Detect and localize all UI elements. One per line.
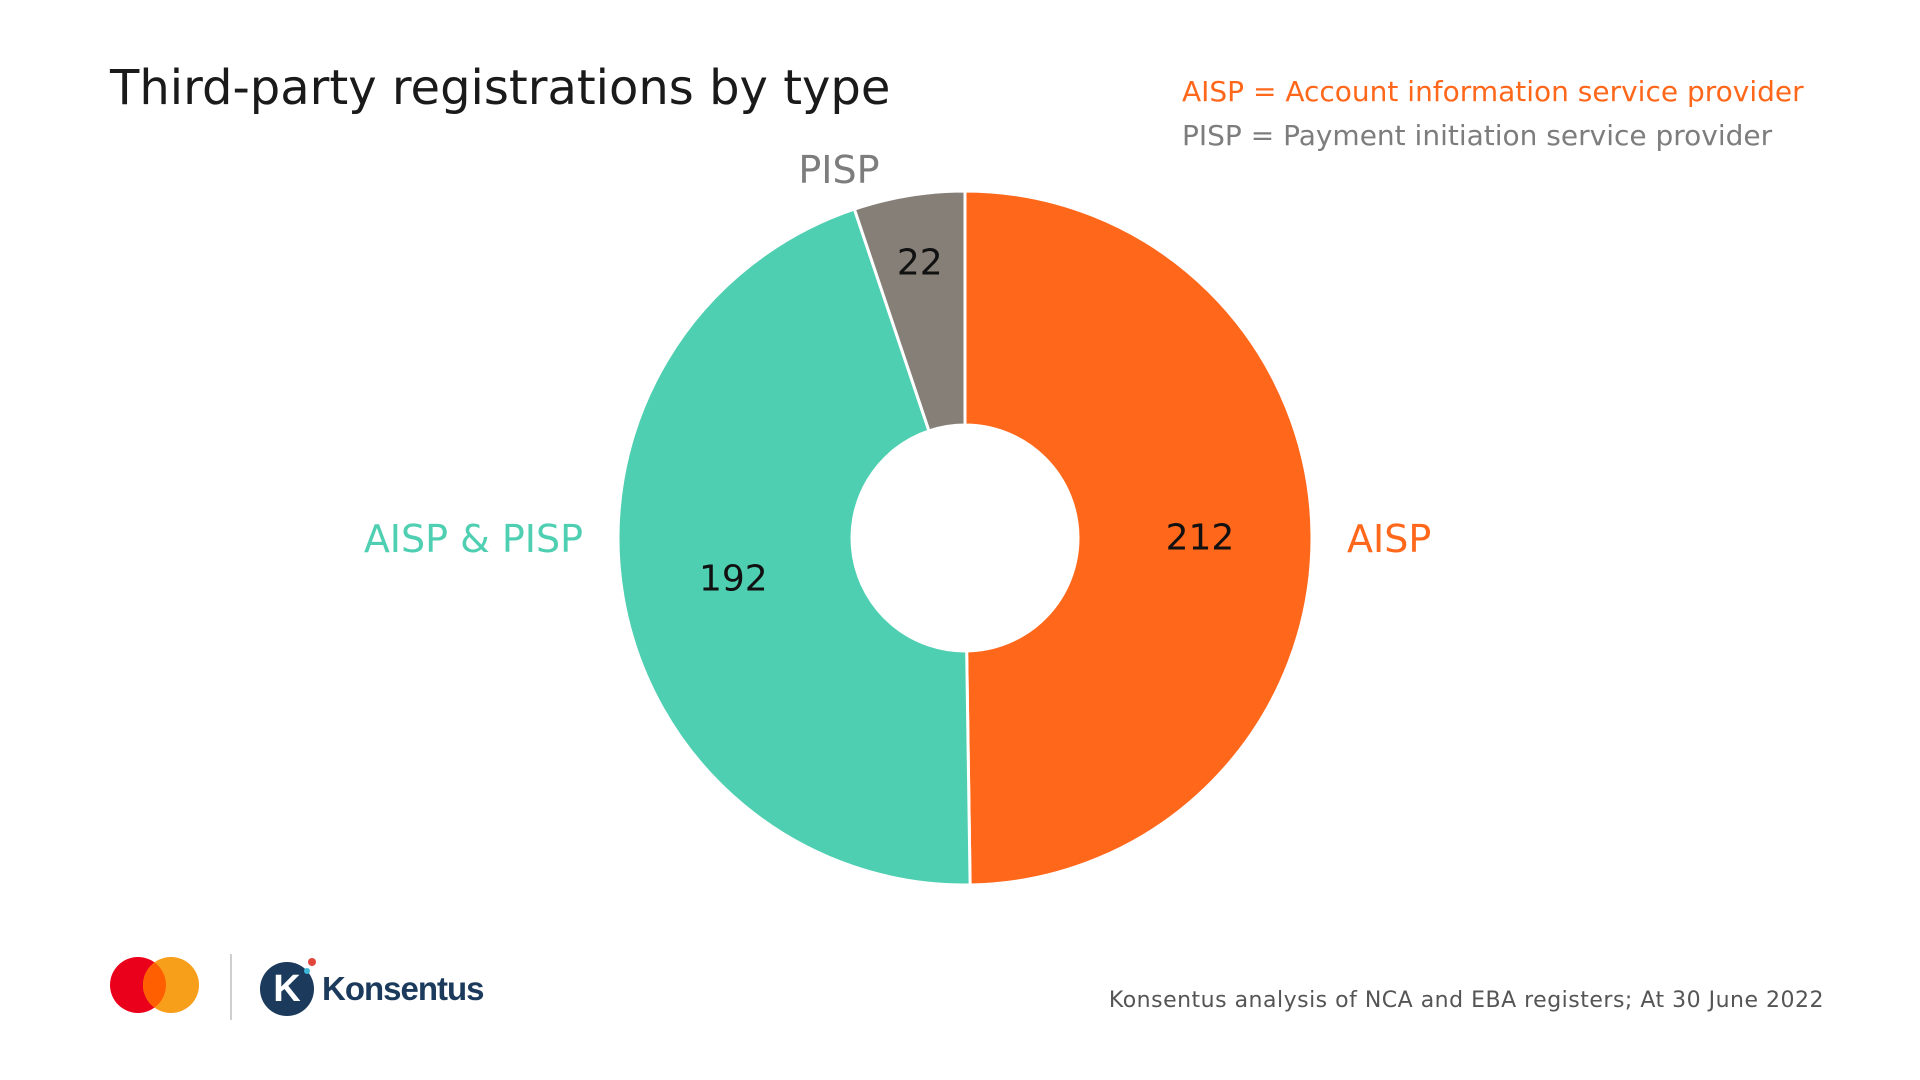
konsentus-dot-icon	[308, 958, 316, 966]
value-label-aisp-and-pisp: 192	[699, 559, 768, 600]
konsentus-wordmark: Konsentus	[322, 970, 485, 1007]
category-label-aisp-and-pisp: AISP & PISP	[364, 517, 583, 561]
logos: K Konsentus	[108, 950, 508, 1030]
category-label-pisp: PISP	[798, 148, 879, 192]
slice-aisp-and-pisp	[616, 207, 972, 887]
legend: AISP = Account information service provi…	[1182, 70, 1804, 158]
mastercard-logo	[110, 957, 199, 1013]
source-note: Konsentus analysis of NCA and EBA regist…	[1108, 988, 1824, 1013]
logo-divider	[230, 954, 232, 1020]
slice-aisp	[963, 189, 1314, 887]
value-label-aisp: 212	[1166, 517, 1235, 558]
legend-aisp: AISP = Account information service provi…	[1182, 75, 1804, 108]
slice-pisp	[852, 189, 967, 433]
page-title: Third-party registrations by type	[110, 60, 891, 116]
category-label-aisp: AISP	[1347, 517, 1431, 561]
legend-pisp: PISP = Payment initiation service provid…	[1182, 119, 1773, 152]
value-label-pisp: 22	[897, 243, 943, 284]
konsentus-dot2-icon	[304, 968, 310, 974]
